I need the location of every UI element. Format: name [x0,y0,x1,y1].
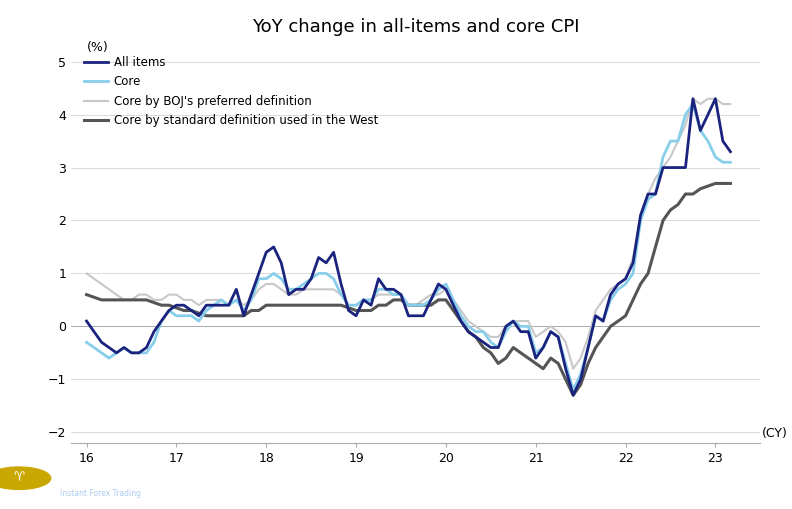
Text: Instant Forex Trading: Instant Forex Trading [60,489,141,498]
Text: instaforex: instaforex [60,466,128,479]
Title: YoY change in all-items and core CPI: YoY change in all-items and core CPI [252,18,580,36]
Text: (CY): (CY) [762,427,788,440]
Text: ♈: ♈ [13,472,25,485]
Legend: All items, Core, Core by BOJ's preferred definition, Core by standard definition: All items, Core, Core by BOJ's preferred… [84,55,378,127]
Circle shape [0,467,51,490]
Text: (%): (%) [86,41,109,54]
